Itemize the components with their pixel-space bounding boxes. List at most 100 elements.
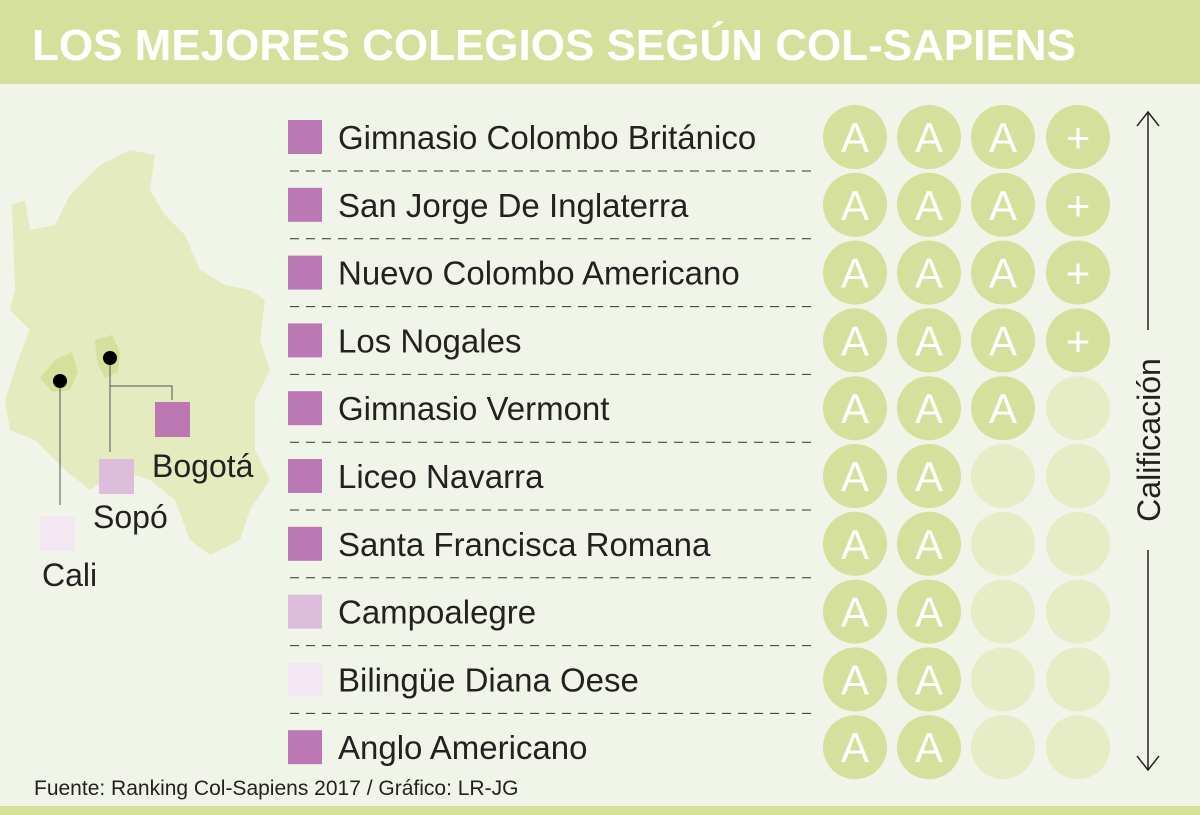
arrow-head	[1136, 755, 1160, 772]
rating-badge	[971, 308, 1035, 373]
rating-badge	[897, 579, 961, 644]
rating-text: +	[1066, 182, 1091, 229]
school-name: Bilingüe Diana Oese	[338, 661, 639, 698]
school-marker	[288, 120, 322, 154]
rating-badge	[897, 308, 961, 373]
rating-badge	[971, 715, 1035, 780]
rating-badge	[1046, 444, 1110, 508]
rating-text: A	[841, 114, 869, 161]
school-marker	[288, 730, 322, 765]
rating-text: A	[915, 114, 943, 161]
rating-text: A	[841, 182, 869, 229]
rating-badge	[971, 376, 1035, 441]
rating-text: A	[915, 182, 943, 229]
map-dot	[103, 351, 117, 365]
school-marker	[288, 459, 322, 493]
rating-text: A	[915, 453, 943, 500]
school-marker	[288, 526, 322, 561]
rating-text: A	[989, 182, 1017, 229]
rating-badge	[823, 105, 887, 169]
rating-text: A	[841, 453, 869, 500]
arrow-head	[1136, 110, 1160, 127]
school-marker	[288, 255, 322, 290]
rating-badge	[897, 715, 961, 780]
rating-text: +	[1066, 114, 1091, 161]
rating-badge	[823, 715, 887, 780]
rating-badge	[1046, 172, 1110, 237]
rating-text: A	[841, 385, 869, 432]
map-dot	[53, 374, 67, 388]
rating-text: +	[1066, 250, 1091, 297]
school-name: Campoalegre	[338, 594, 536, 631]
school-name: Nuevo Colombo Americano	[338, 255, 740, 292]
axis-label: Calificación	[1131, 358, 1167, 522]
rating-text: A	[989, 317, 1017, 364]
rating-text: A	[915, 385, 943, 432]
legend-label: Bogotá	[152, 448, 254, 484]
rating-text: A	[989, 385, 1017, 432]
rating-badge	[897, 647, 961, 712]
rating-badge	[823, 579, 887, 644]
legend-swatch	[155, 402, 190, 437]
leader-line	[110, 385, 173, 400]
map-shape	[5, 150, 270, 555]
school-marker	[288, 391, 322, 426]
rating-badge	[1046, 105, 1110, 169]
legend-label: Cali	[42, 557, 97, 593]
header-band	[0, 0, 1200, 84]
rating-text: A	[841, 250, 869, 297]
school-marker	[288, 594, 322, 629]
rating-badge	[1046, 376, 1110, 441]
rating-badge	[823, 172, 887, 237]
rating-text: A	[989, 250, 1017, 297]
rating-text: A	[989, 114, 1017, 161]
rating-badge	[1046, 579, 1110, 644]
rating-text: A	[915, 521, 943, 568]
legend-label: Sopó	[93, 499, 168, 535]
rating-badge	[823, 444, 887, 508]
school-name: Los Nogales	[338, 322, 521, 359]
school-name: Gimnasio Vermont	[338, 390, 609, 427]
rating-badge	[823, 376, 887, 441]
rating-text: A	[841, 656, 869, 703]
rating-badge	[971, 647, 1035, 712]
source: Fuente: Ranking Col-Sapiens 2017 / Gráfi…	[34, 777, 518, 800]
rating-badge	[971, 579, 1035, 644]
rating-badge	[897, 376, 961, 441]
rating-text: +	[1066, 317, 1091, 364]
school-name: Anglo Americano	[338, 729, 587, 766]
legend-swatch	[99, 459, 134, 494]
rating-badge	[823, 240, 887, 305]
rating-text: A	[841, 317, 869, 364]
label-gap	[1128, 330, 1168, 550]
school-name: Gimnasio Colombo Británico	[338, 119, 756, 156]
rating-text: A	[915, 589, 943, 636]
rating-badge	[823, 647, 887, 712]
title: LOS MEJORES COLEGIOS SEGÚN COL-SAPIENS	[32, 20, 1076, 70]
rating-badge	[897, 172, 961, 237]
rating-text: A	[915, 250, 943, 297]
rating-badge	[971, 105, 1035, 169]
rating-badge	[1046, 715, 1110, 780]
school-name: San Jorge De Inglaterra	[338, 187, 689, 224]
rating-badge	[1046, 511, 1110, 576]
rating-badge	[1046, 308, 1110, 373]
rating-badge	[1046, 240, 1110, 305]
rating-text: A	[841, 589, 869, 636]
rating-badge	[823, 308, 887, 373]
rating-text: A	[841, 521, 869, 568]
footer-band	[0, 806, 1200, 815]
rating-badge	[1046, 647, 1110, 712]
rating-badge	[823, 511, 887, 576]
rating-badge	[897, 511, 961, 576]
rating-badge	[971, 240, 1035, 305]
rating-text: A	[915, 317, 943, 364]
rating-badge	[897, 105, 961, 169]
rating-badge	[971, 511, 1035, 576]
legend-swatch	[40, 516, 75, 551]
rating-badge	[897, 444, 961, 508]
school-name: Liceo Navarra	[338, 458, 544, 495]
rating-badge	[897, 240, 961, 305]
